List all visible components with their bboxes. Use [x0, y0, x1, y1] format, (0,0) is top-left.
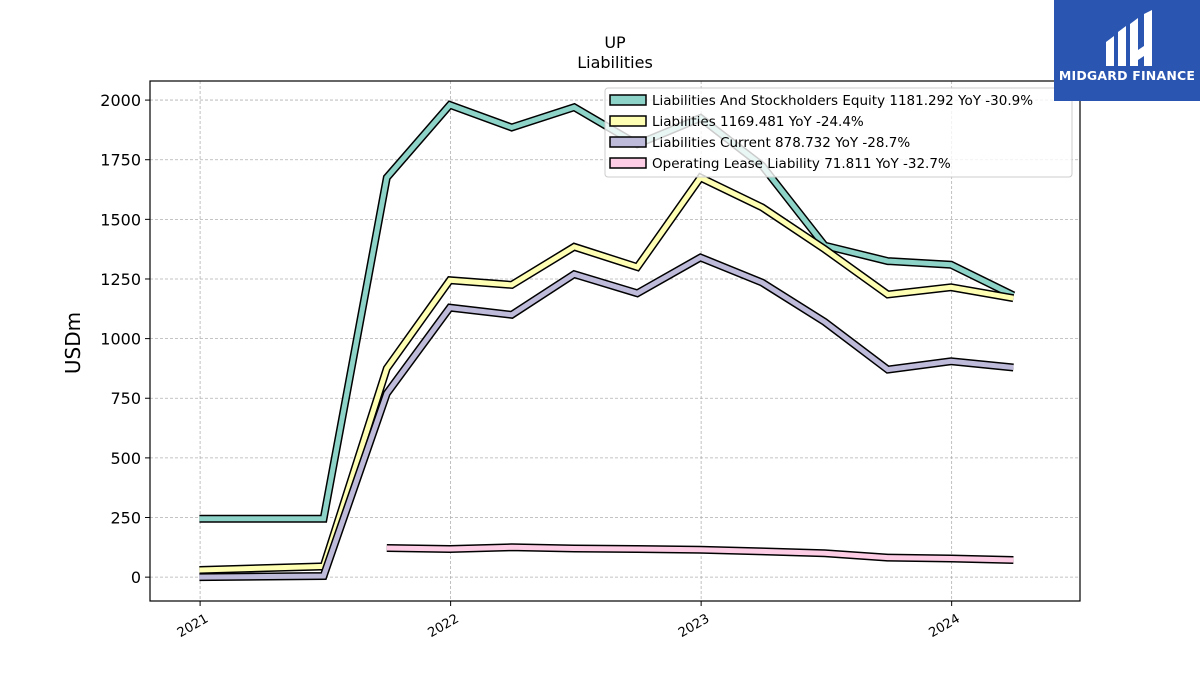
y-tick-label: 500	[110, 449, 141, 468]
series-outline-liabilities-current	[199, 253, 1014, 582]
chart-title: UP	[604, 33, 626, 52]
x-tick-label: 2023	[676, 611, 712, 641]
y-tick-label: 1500	[100, 210, 141, 229]
y-tick-label: 1250	[100, 270, 141, 289]
series-line-operating-lease-liability	[386, 544, 1014, 563]
legend-label: Liabilities Current 878.732 YoY -28.7%	[652, 135, 910, 151]
y-tick-label: 750	[110, 389, 141, 408]
y-tick-label: 0	[131, 568, 141, 587]
legend-swatch	[609, 94, 647, 106]
legend-box	[604, 87, 1073, 178]
x-tick-label: 2024	[926, 611, 962, 641]
midgard-finance-logo: MIDGARD FINANCE	[1054, 0, 1200, 101]
plot-frame	[149, 80, 1081, 602]
logo-text: MIDGARD FINANCE	[1058, 68, 1196, 83]
y-tick-label: 2000	[100, 91, 141, 110]
logo-mark-icon	[1106, 10, 1152, 66]
legend-label: Liabilities 1169.481 YoY -24.4%	[652, 114, 864, 130]
legend: Liabilities And Stockholders Equity 1181…	[604, 87, 1073, 178]
legend-swatch	[609, 115, 647, 127]
x-axis: 2021 2022 2023 2024	[175, 601, 963, 641]
y-tick-label: 250	[110, 509, 141, 528]
legend-label: Operating Lease Liability 71.811 YoY -32…	[652, 156, 951, 172]
x-tick-label: 2021	[175, 611, 211, 641]
y-tick-label: 1750	[100, 151, 141, 170]
y-axis-label: USDm	[61, 312, 85, 374]
y-axis: 0 250 500 750 1000 1250 1500 1750 2000	[100, 91, 150, 587]
legend-swatch	[609, 136, 647, 148]
y-tick-label: 1000	[100, 330, 141, 349]
legend-label: Liabilities And Stockholders Equity 1181…	[652, 93, 1033, 109]
series-line-liabilities	[199, 174, 1014, 573]
series-line-liabilities-current	[199, 254, 1014, 580]
legend-swatch	[609, 157, 647, 169]
chart-subtitle: Liabilities	[577, 53, 653, 72]
x-tick-label: 2022	[425, 611, 461, 641]
